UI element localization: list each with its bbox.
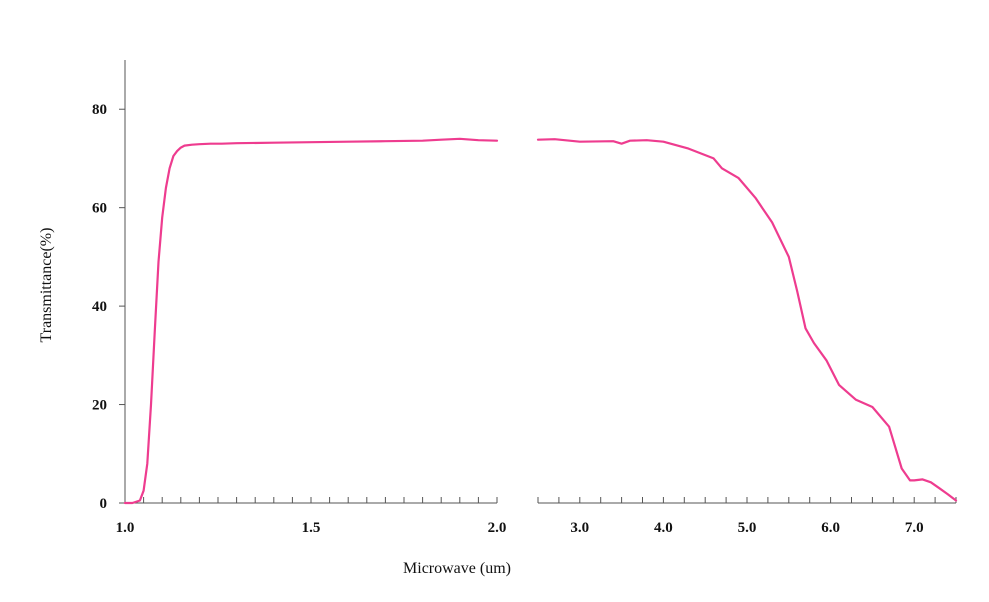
y-tick-label: 20 — [92, 398, 107, 414]
x-tick-label: 5.0 — [738, 520, 757, 536]
axes — [124, 60, 956, 504]
y-tick-label: 60 — [92, 201, 107, 217]
transmittance-line-segment-1 — [123, 137, 499, 505]
tick-marks — [119, 108, 957, 504]
x-axis-title: Microwave (um) — [403, 560, 511, 577]
y-axis-title: Transmittance(%) — [38, 228, 55, 343]
x-tick-label: 1.0 — [116, 520, 135, 536]
tick-labels: 0 20 40 60 80 1.0 1.5 2.0 3.0 4.0 5.0 6.0 7.0 — [92, 102, 924, 536]
y-tick-label: 0 — [100, 496, 108, 512]
transmittance-line-segment-2 — [536, 138, 958, 502]
series-lines — [123, 137, 958, 505]
x-tick-label: 7.0 — [905, 520, 924, 536]
y-tick-label: 40 — [92, 299, 107, 315]
x-tick-label: 1.5 — [302, 520, 321, 536]
x-tick-label: 3.0 — [570, 520, 589, 536]
y-tick-label: 80 — [92, 102, 107, 118]
x-tick-label: 2.0 — [488, 520, 507, 536]
x-tick-label: 4.0 — [654, 520, 673, 536]
x-tick-label: 6.0 — [821, 520, 840, 536]
